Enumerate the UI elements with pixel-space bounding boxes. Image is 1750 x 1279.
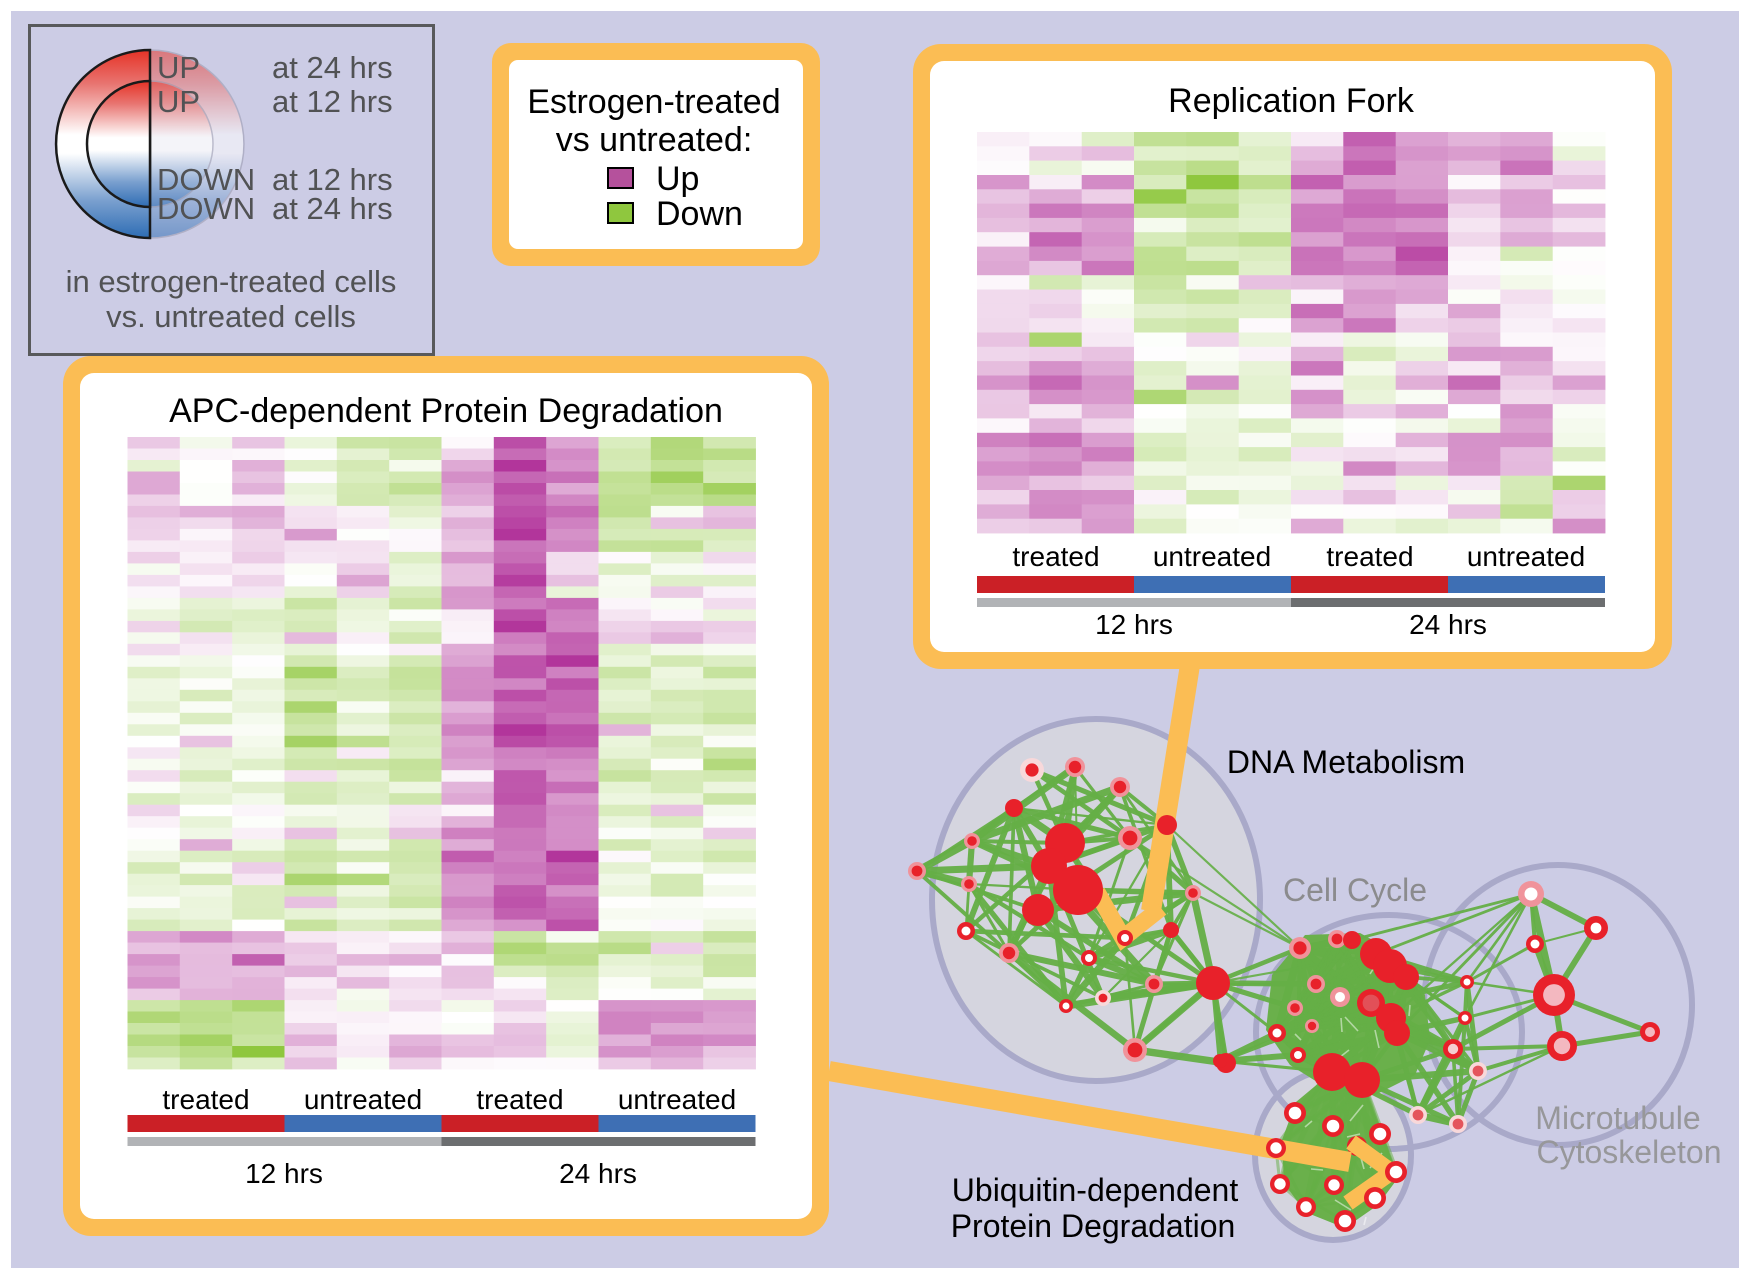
svg-text:Estrogen-treated: Estrogen-treated	[527, 83, 780, 121]
svg-text:24 hrs: 24 hrs	[1409, 609, 1487, 640]
svg-text:vs untreated:: vs untreated:	[556, 121, 753, 159]
svg-text:untreated: untreated	[304, 1084, 422, 1115]
svg-text:treated: treated	[1012, 541, 1099, 572]
svg-text:untreated: untreated	[1153, 541, 1271, 572]
svg-text:at 24 hrs: at 24 hrs	[272, 50, 393, 85]
svg-text:at 24 hrs: at 24 hrs	[272, 191, 393, 226]
svg-text:in estrogen-treated cells: in estrogen-treated cells	[66, 264, 397, 299]
svg-text:DNA Metabolism: DNA Metabolism	[1227, 744, 1465, 780]
svg-text:treated: treated	[162, 1084, 249, 1115]
svg-text:APC-dependent Protein Degradat: APC-dependent Protein Degradation	[169, 392, 723, 430]
svg-text:vs. untreated cells: vs. untreated cells	[106, 299, 356, 334]
svg-text:DOWN: DOWN	[157, 191, 255, 226]
svg-text:treated: treated	[476, 1084, 563, 1115]
svg-text:UP: UP	[157, 50, 200, 85]
svg-text:Protein Degradation: Protein Degradation	[951, 1208, 1236, 1244]
svg-text:12 hrs: 12 hrs	[245, 1158, 323, 1189]
svg-text:UP: UP	[157, 84, 200, 119]
svg-text:Ubiquitin-dependent: Ubiquitin-dependent	[952, 1172, 1239, 1208]
svg-text:Cytoskeleton: Cytoskeleton	[1537, 1134, 1722, 1170]
svg-text:at 12 hrs: at 12 hrs	[272, 162, 393, 197]
svg-text:at 12 hrs: at 12 hrs	[272, 84, 393, 119]
svg-text:24 hrs: 24 hrs	[559, 1158, 637, 1189]
svg-text:Microtubule: Microtubule	[1535, 1100, 1700, 1136]
svg-text:12 hrs: 12 hrs	[1095, 609, 1173, 640]
svg-text:Replication Fork: Replication Fork	[1168, 82, 1415, 120]
svg-text:Up: Up	[656, 160, 699, 198]
svg-text:Cell Cycle: Cell Cycle	[1283, 872, 1427, 908]
svg-text:treated: treated	[1326, 541, 1413, 572]
svg-text:untreated: untreated	[618, 1084, 736, 1115]
svg-text:DOWN: DOWN	[157, 162, 255, 197]
svg-text:untreated: untreated	[1467, 541, 1585, 572]
svg-text:Down: Down	[656, 195, 743, 233]
